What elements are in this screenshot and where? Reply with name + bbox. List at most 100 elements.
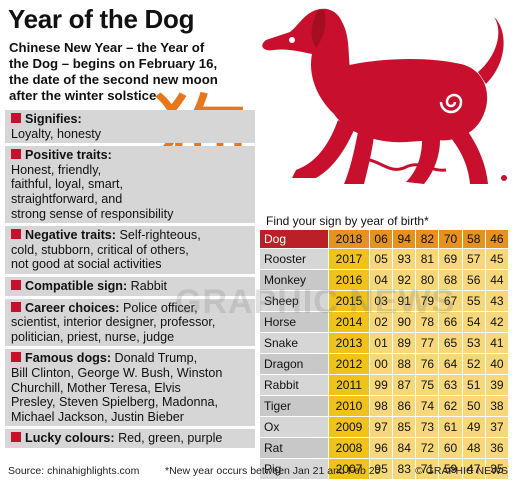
page-title: Year of the Dog — [8, 4, 195, 34]
year-cell: 53 — [461, 332, 486, 354]
table-row: Ox 2009 97 85 73 61 49 37 — [259, 416, 510, 438]
year-cell: 93 — [392, 248, 417, 270]
year-cell: 55 — [461, 290, 486, 312]
year-cell: 78 — [415, 311, 440, 333]
year-cell: 80 — [415, 269, 440, 291]
year-cell: 86 — [392, 395, 417, 417]
copyright-text: © GRAPHIC NEWS — [415, 465, 508, 477]
year-cell: 84 — [392, 437, 417, 459]
table-row: Pig 2007 95 83 71 59 47 35 — [259, 458, 510, 480]
table-row: Tiger 2010 98 86 74 62 50 38 — [259, 395, 510, 417]
year-cell: 2011 — [328, 374, 370, 396]
year-cell: 69 — [438, 248, 463, 270]
year-cell: 44 — [484, 269, 510, 291]
year-cell: 2017 — [328, 248, 370, 270]
year-cell: 96 — [368, 437, 394, 459]
year-cell: 88 — [392, 353, 417, 375]
trait-text: faithful, loyal, smart, — [11, 177, 123, 192]
year-cell: 51 — [461, 374, 486, 396]
year-cell: 71 — [415, 458, 440, 480]
table-row: Snake 2013 01 89 77 65 53 41 — [259, 332, 510, 354]
subtitle-line: the date of the second new moon — [9, 72, 218, 87]
trait-text: strong sense of responsibility — [11, 206, 174, 221]
year-cell: 56 — [461, 269, 486, 291]
year-cell: 41 — [484, 332, 510, 354]
year-cell: 2015 — [328, 290, 370, 312]
subtitle-line: the Dog – begins on February 16, — [9, 56, 218, 71]
footnote-text: *New year occurs between Jan 21 and Feb … — [165, 465, 381, 477]
year-cell: 57 — [461, 248, 486, 270]
year-cell: 49 — [461, 416, 486, 438]
sign-name-cell: Pig — [259, 458, 329, 480]
header-cell: 94 — [392, 229, 417, 249]
sign-name-cell: Snake — [259, 332, 329, 354]
year-cell: 02 — [368, 311, 394, 333]
table-row: Monkey 2016 04 92 80 68 56 44 — [259, 269, 510, 291]
trait-lucky-colours: Lucky colours: Red, green, purple — [5, 429, 255, 448]
year-cell: 83 — [392, 458, 417, 480]
header-cell: 2018 — [328, 229, 370, 249]
traits-panel: Signifies: Loyalty, honesty Positive tra… — [5, 110, 255, 451]
trait-text: Loyalty, honesty — [11, 126, 102, 141]
trait-famous: Famous dogs: Donald Trump, Bill Clinton,… — [5, 349, 255, 427]
trait-text: Presley, Steven Spielberg, Madonna, — [11, 395, 218, 410]
red-square-icon — [11, 301, 21, 312]
trait-heading: Negative traits: — [25, 228, 116, 243]
year-cell: 99 — [368, 374, 394, 396]
year-cell: 00 — [368, 353, 394, 375]
trait-career: Career choices: Police officer, scientis… — [5, 298, 255, 347]
year-cell: 63 — [438, 374, 463, 396]
year-cell: 01 — [368, 332, 394, 354]
table-row: Dragon 2012 00 88 76 64 52 40 — [259, 353, 510, 375]
sign-name-cell: Ox — [259, 416, 329, 438]
year-cell: 45 — [484, 248, 510, 270]
header-cell: 58 — [461, 229, 486, 249]
year-cell: 66 — [438, 311, 463, 333]
sign-name-cell: Rabbit — [259, 374, 329, 396]
table-header-row: Dog 2018 06 94 82 70 58 46 — [259, 229, 510, 249]
trait-text: Bill Clinton, George W. Bush, Winston — [11, 365, 223, 380]
year-cell: 47 — [461, 458, 486, 480]
year-cell: 59 — [438, 458, 463, 480]
year-cell: 81 — [415, 248, 440, 270]
trait-heading: Positive traits: — [25, 148, 112, 163]
year-cell: 2014 — [328, 311, 370, 333]
sign-name-cell: Rat — [259, 437, 329, 459]
year-cell: 64 — [438, 353, 463, 375]
sign-name-cell: Monkey — [259, 269, 329, 291]
year-cell: 76 — [415, 353, 440, 375]
trait-text: not good at social activities — [11, 257, 162, 272]
year-cell: 61 — [438, 416, 463, 438]
year-cell: 92 — [392, 269, 417, 291]
year-cell: 52 — [461, 353, 486, 375]
table-body: Rooster 2017 05 93 81 69 57 45 Monkey 2016 04 92 80 6… — [259, 248, 510, 480]
year-cell: 2007 — [328, 458, 370, 480]
year-cell: 62 — [438, 395, 463, 417]
trait-text: Police officer, — [119, 300, 198, 315]
trait-compatible: Compatible sign: Rabbit — [5, 276, 255, 296]
trait-heading: Famous dogs: — [25, 351, 112, 366]
red-square-icon — [11, 352, 21, 363]
year-cell: 2008 — [328, 437, 370, 459]
trait-text: cold, stubborn, critical of others, — [11, 242, 189, 257]
sign-name-cell: Sheep — [259, 290, 329, 312]
year-cell: 2013 — [328, 332, 370, 354]
trait-heading: Compatible sign: — [25, 278, 128, 293]
trait-text: Rabbit — [127, 278, 168, 293]
year-cell: 98 — [368, 395, 394, 417]
trait-signifies: Signifies: Loyalty, honesty — [5, 110, 255, 144]
year-cell: 39 — [484, 374, 510, 396]
year-cell: 35 — [484, 458, 510, 480]
zodiac-year-table: Dog 2018 06 94 82 70 58 46 Rooster 2017 05… — [259, 229, 510, 480]
header-cell: 46 — [484, 229, 510, 249]
year-cell: 50 — [461, 395, 486, 417]
year-cell: 37 — [484, 416, 510, 438]
year-cell: 65 — [438, 332, 463, 354]
trait-text: Churchill, Mother Teresa, Elvis — [11, 380, 181, 395]
sign-name-cell: Horse — [259, 311, 329, 333]
subtitle-line: after the winter solstice — [9, 88, 157, 103]
year-cell: 85 — [392, 416, 417, 438]
trait-text: Red, green, purple — [114, 431, 223, 446]
trait-text: scientist, interior designer, professor, — [11, 315, 216, 330]
year-cell: 77 — [415, 332, 440, 354]
